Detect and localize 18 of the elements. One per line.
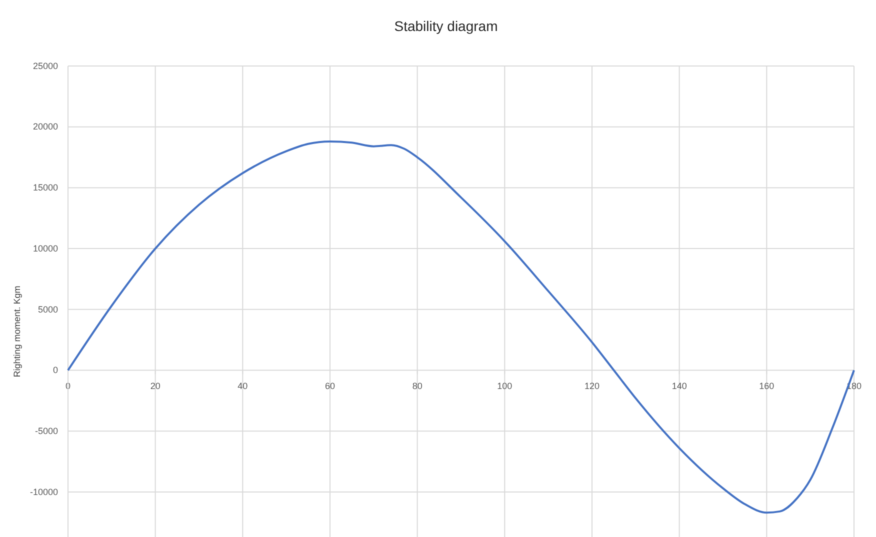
y-tick-label: 10000 — [32, 243, 58, 254]
x-tick-label: 120 — [584, 380, 600, 391]
y-tick-label: 0 — [52, 365, 58, 376]
chart-title: Stability diagram — [394, 18, 498, 34]
x-tick-label: 160 — [759, 380, 774, 391]
x-tick-label: 140 — [672, 380, 687, 391]
y-axis-title: Righting moment. Kgm — [12, 286, 22, 378]
x-tick-label: 60 — [324, 380, 336, 391]
y-tick-label: 25000 — [32, 60, 58, 71]
x-tick-label: 40 — [238, 380, 248, 391]
x-tick-label: 20 — [150, 380, 160, 391]
y-tick-label: 5000 — [38, 304, 58, 314]
x-tick-label: 80 — [412, 380, 422, 391]
y-tick-label: -10000 — [30, 486, 58, 497]
y-tick-label: 20000 — [32, 122, 58, 132]
x-tick-label: 100 — [497, 380, 512, 391]
y-tick-label: 15000 — [32, 182, 58, 193]
y-tick-label: -5000 — [34, 426, 58, 436]
